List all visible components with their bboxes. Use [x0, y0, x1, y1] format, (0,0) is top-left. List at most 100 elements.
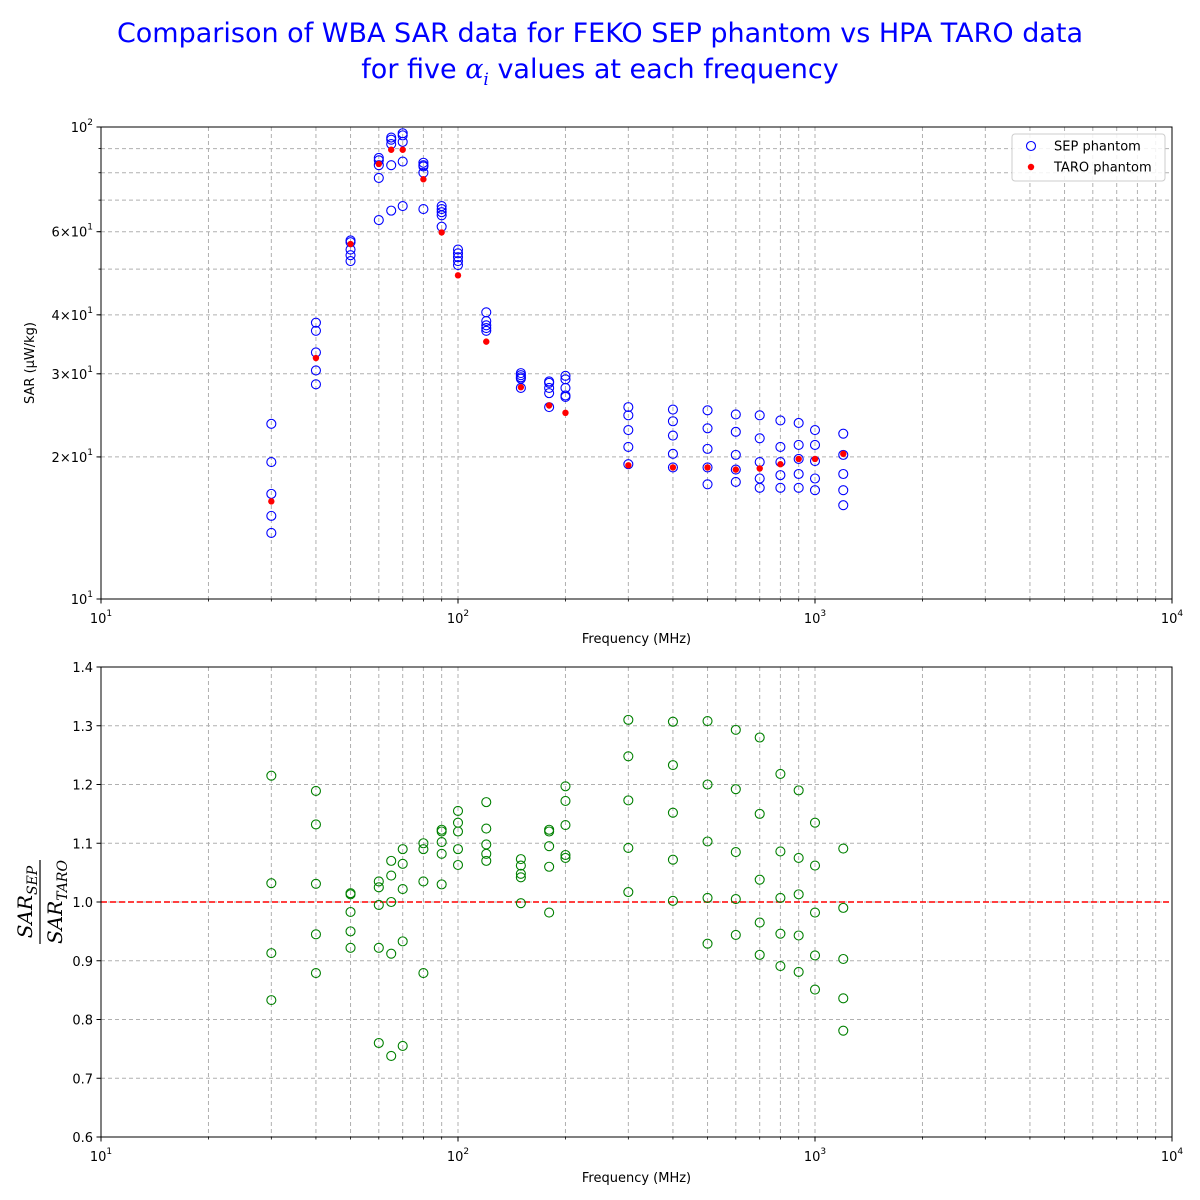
taro-phantom-point — [669, 464, 677, 471]
y-label-denominator: SARTARO — [43, 860, 71, 944]
x-tick-label: 102 — [447, 609, 469, 627]
sep-phantom-point — [481, 316, 492, 327]
ratio-point — [418, 844, 429, 855]
ratio-point — [436, 837, 447, 848]
x-tick-label: 104 — [1161, 1147, 1184, 1165]
y-tick-label: 1.4 — [72, 661, 93, 676]
sep-phantom-point — [452, 259, 464, 271]
ratio-point — [373, 882, 384, 893]
taro-phantom-point — [388, 146, 395, 153]
sep-phantom-point — [386, 160, 397, 171]
ratio-point — [397, 858, 408, 869]
sep-phantom-point — [418, 204, 429, 215]
ratio-point — [775, 892, 786, 903]
sep-phantom-point — [838, 485, 849, 496]
ratio-point — [560, 849, 571, 861]
sep-phantom-point — [793, 482, 804, 493]
ratio-point — [345, 906, 356, 918]
ratio-point — [386, 855, 397, 866]
ratio-point — [809, 950, 821, 961]
sep-phantom-point — [754, 433, 765, 444]
sep-phantom-point — [481, 320, 492, 331]
sep-phantom-point — [730, 476, 741, 488]
ratio-point — [266, 878, 277, 889]
taro-phantom-point — [517, 384, 525, 391]
ratio-point — [386, 870, 397, 881]
sep-phantom-point — [793, 453, 804, 465]
sep-phantom-point — [667, 448, 678, 459]
ratio-point — [809, 860, 821, 871]
taro-phantom-point — [438, 229, 445, 236]
ratio-point — [515, 898, 526, 909]
title-line2-suffix: values at each frequency — [488, 54, 839, 85]
ratio-point — [310, 785, 321, 797]
sep-phantom-point — [544, 377, 555, 388]
sep-phantom-point — [838, 428, 849, 439]
sep-phantom-point — [667, 462, 678, 473]
sep-phantom-point — [838, 468, 849, 480]
taro-phantom-point — [454, 272, 462, 279]
y-tick-label: 1.2 — [72, 779, 93, 794]
ratio-point — [266, 948, 277, 959]
sep-phantom-point — [702, 405, 713, 416]
sep-phantom-point — [730, 409, 741, 420]
taro-phantom-point — [562, 409, 569, 417]
x-tick-label: 101 — [90, 1147, 112, 1165]
ratio-point — [481, 848, 492, 859]
sep-phantom-point — [775, 482, 786, 493]
ratio-point — [623, 842, 634, 854]
ratio-point — [809, 984, 821, 995]
ratio-point — [515, 854, 526, 865]
sep-phantom-point — [793, 439, 804, 451]
ratio-point — [481, 797, 492, 808]
ratio-point — [754, 732, 765, 743]
ratio-point — [793, 889, 804, 900]
x-tick-label: 101 — [90, 609, 112, 627]
y-tick-label: 1.3 — [72, 720, 93, 735]
ratio-point — [560, 781, 571, 792]
taro-phantom-point — [756, 465, 763, 472]
ratio-point — [775, 846, 786, 857]
ratio-point — [730, 894, 741, 905]
ratio-point — [452, 826, 464, 837]
ratio-point — [838, 953, 849, 965]
taro-phantom-point — [777, 461, 784, 468]
ratio-point — [667, 760, 678, 771]
ratio-point — [452, 859, 464, 871]
taro-phantom-point — [420, 176, 427, 183]
ratio-point — [623, 886, 634, 898]
ratio-point — [793, 852, 804, 863]
ratio-point — [838, 1025, 849, 1036]
sep-phantom-point — [397, 201, 408, 212]
sep-phantom-point — [560, 391, 571, 402]
ratio-point — [418, 968, 429, 979]
taro-phantom-point — [625, 462, 632, 469]
ratio-point — [397, 844, 408, 855]
sep-phantom-point — [775, 415, 786, 426]
ratio-point — [373, 1037, 384, 1049]
sep-phantom-point — [373, 160, 384, 171]
chart-title-line2: for five αi values at each frequency — [0, 54, 1200, 90]
sep-phantom-point — [775, 441, 786, 452]
title-alpha-symbol: α — [465, 54, 484, 85]
taro-phantom-point — [840, 450, 847, 458]
sep-phantom-point — [310, 365, 321, 376]
ratio-point — [730, 724, 741, 735]
ratio-point — [623, 714, 634, 725]
title-alpha-subscript: i — [483, 70, 489, 90]
sep-phantom-point — [373, 215, 384, 226]
sep-phantom-point — [730, 449, 741, 460]
legend-taro-label: TARO phantom — [1053, 161, 1152, 176]
sep-phantom-point — [266, 510, 277, 521]
ratio-point — [310, 878, 321, 889]
ratio-point — [809, 817, 821, 828]
sep-phantom-point — [345, 250, 356, 261]
ratio-point — [481, 823, 492, 834]
sep-phantom-point — [397, 136, 408, 147]
ratio-point — [775, 768, 786, 779]
ratio-point — [373, 942, 384, 953]
taro-phantom-point — [268, 498, 275, 505]
ratio-point — [345, 942, 356, 953]
ratio-point — [373, 876, 384, 887]
sep-phantom-point — [397, 130, 408, 141]
